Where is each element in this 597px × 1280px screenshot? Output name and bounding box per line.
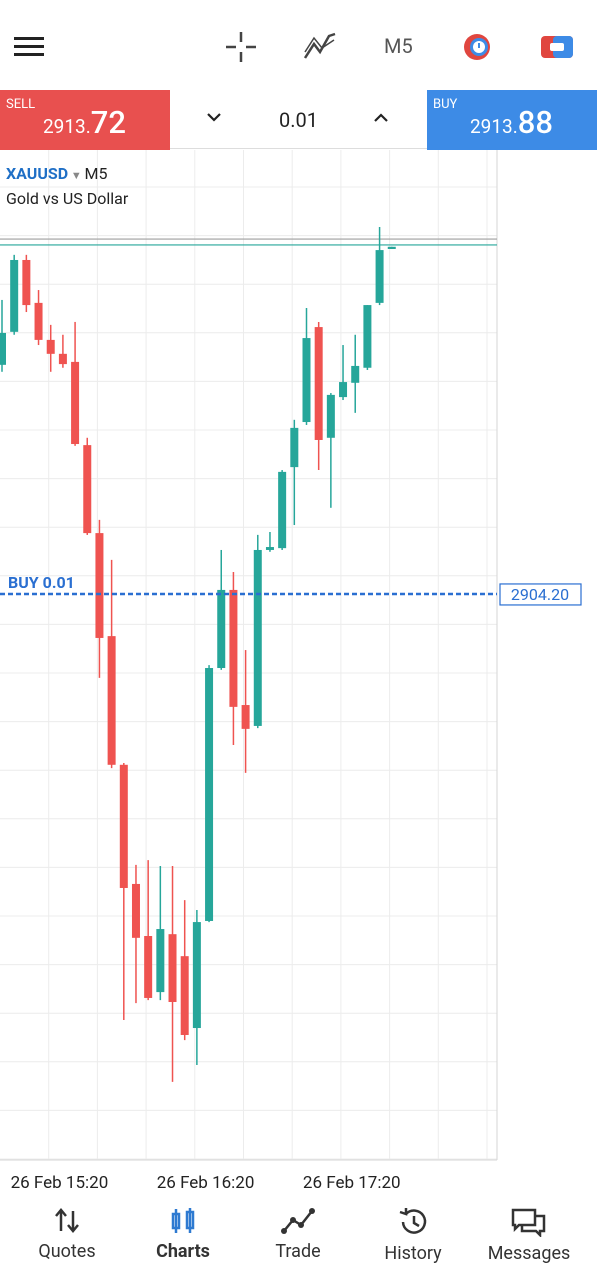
candle-body bbox=[351, 365, 360, 383]
nav-label: Trade bbox=[275, 1241, 321, 1262]
x-tick-label: 26 Feb 15:20 bbox=[11, 1173, 109, 1190]
timeframe-button[interactable]: M5 bbox=[384, 34, 413, 58]
buy-label: BUY bbox=[433, 97, 458, 112]
candle-body bbox=[107, 636, 116, 765]
symbol-description: Gold vs US Dollar bbox=[6, 189, 129, 208]
nav-messages[interactable]: Messages bbox=[471, 1195, 587, 1264]
candle-body bbox=[363, 305, 372, 368]
crosshair-icon[interactable] bbox=[224, 30, 258, 64]
candle-body bbox=[58, 353, 67, 365]
candle-body bbox=[290, 427, 299, 468]
candle-body bbox=[168, 934, 177, 1002]
nav-label: Messages bbox=[487, 1243, 571, 1264]
chart[interactable]: 26 Feb 15:20 26 Feb 16:20 26 Feb 17:20 BUY … bbox=[0, 150, 597, 1190]
candle-body bbox=[192, 922, 201, 1029]
candle-body bbox=[326, 394, 335, 438]
price-tag bbox=[499, 583, 582, 606]
candle-body bbox=[205, 668, 214, 921]
order-label: BUY 0.01 bbox=[8, 573, 75, 592]
sell-button[interactable]: SELL 2913.72 bbox=[0, 90, 170, 150]
nav-trade[interactable]: Trade bbox=[240, 1195, 356, 1262]
candle-body bbox=[241, 705, 250, 729]
sell-price: 2913.72 bbox=[43, 104, 126, 141]
indicators-icon[interactable] bbox=[302, 30, 338, 62]
x-tick-label: 26 Feb 16:20 bbox=[157, 1173, 255, 1190]
candle-body bbox=[278, 471, 287, 549]
x-tick-label: 26 Feb 17:20 bbox=[303, 1173, 401, 1190]
candle-body bbox=[83, 445, 92, 534]
candle-body bbox=[265, 547, 274, 550]
candle-body bbox=[10, 259, 19, 332]
menu-icon[interactable] bbox=[14, 36, 46, 58]
symbol[interactable]: XAUUSD bbox=[6, 164, 69, 183]
bottom-nav: Quotes Charts Trade History Messages bbox=[0, 1195, 597, 1280]
nav-label: Charts bbox=[156, 1241, 210, 1262]
symbol-info: XAUUSD ▼ M5 Gold vs US Dollar bbox=[6, 162, 128, 210]
chart-timeframe: M5 bbox=[84, 164, 108, 183]
sell-price-frac: 72 bbox=[90, 104, 126, 141]
candle-body bbox=[314, 327, 323, 440]
buy-price-int: 2913. bbox=[470, 115, 518, 138]
top-toolbar: M5 bbox=[0, 0, 597, 90]
chart-mode-icon[interactable] bbox=[462, 32, 494, 62]
candle-body bbox=[119, 764, 128, 888]
nav-label: Quotes bbox=[38, 1241, 96, 1262]
candle-body bbox=[156, 929, 165, 993]
candle-body bbox=[71, 361, 80, 445]
sell-label: SELL bbox=[6, 97, 36, 112]
candle-body bbox=[22, 259, 31, 306]
buy-price-frac: 88 bbox=[517, 104, 553, 141]
candle-body bbox=[253, 549, 262, 726]
nav-history[interactable]: History bbox=[355, 1195, 471, 1264]
candle-body bbox=[229, 589, 238, 707]
trade-panel: SELL 2913.72 0.01 BUY 2913.88 bbox=[0, 90, 597, 150]
candle-body bbox=[217, 589, 226, 669]
one-click-trading-icon[interactable] bbox=[540, 34, 574, 60]
candle-body bbox=[131, 883, 140, 938]
volume-value[interactable]: 0.01 bbox=[279, 108, 318, 132]
price-tag-label: 2904.20 bbox=[511, 585, 569, 604]
volume-control: 0.01 bbox=[170, 90, 427, 149]
buy-price: 2913.88 bbox=[470, 104, 553, 141]
nav-label: History bbox=[384, 1243, 442, 1264]
candle-body bbox=[302, 338, 311, 423]
volume-up[interactable] bbox=[373, 112, 389, 124]
sell-price-int: 2913. bbox=[43, 115, 91, 138]
candle-body bbox=[144, 936, 153, 998]
candle-body bbox=[387, 246, 396, 249]
nav-charts[interactable]: Charts bbox=[125, 1195, 241, 1262]
candle-body bbox=[46, 339, 55, 354]
symbol-row: XAUUSD ▼ M5 bbox=[6, 164, 108, 183]
candle-body bbox=[375, 250, 384, 303]
buy-button[interactable]: BUY 2913.88 bbox=[427, 90, 597, 150]
candle-body bbox=[180, 956, 189, 1035]
nav-quotes[interactable]: Quotes bbox=[9, 1195, 125, 1262]
candle-body bbox=[34, 302, 43, 340]
volume-down[interactable] bbox=[206, 112, 222, 124]
candle-body bbox=[0, 332, 6, 365]
candle-body bbox=[339, 382, 348, 398]
candle-body bbox=[95, 533, 104, 638]
